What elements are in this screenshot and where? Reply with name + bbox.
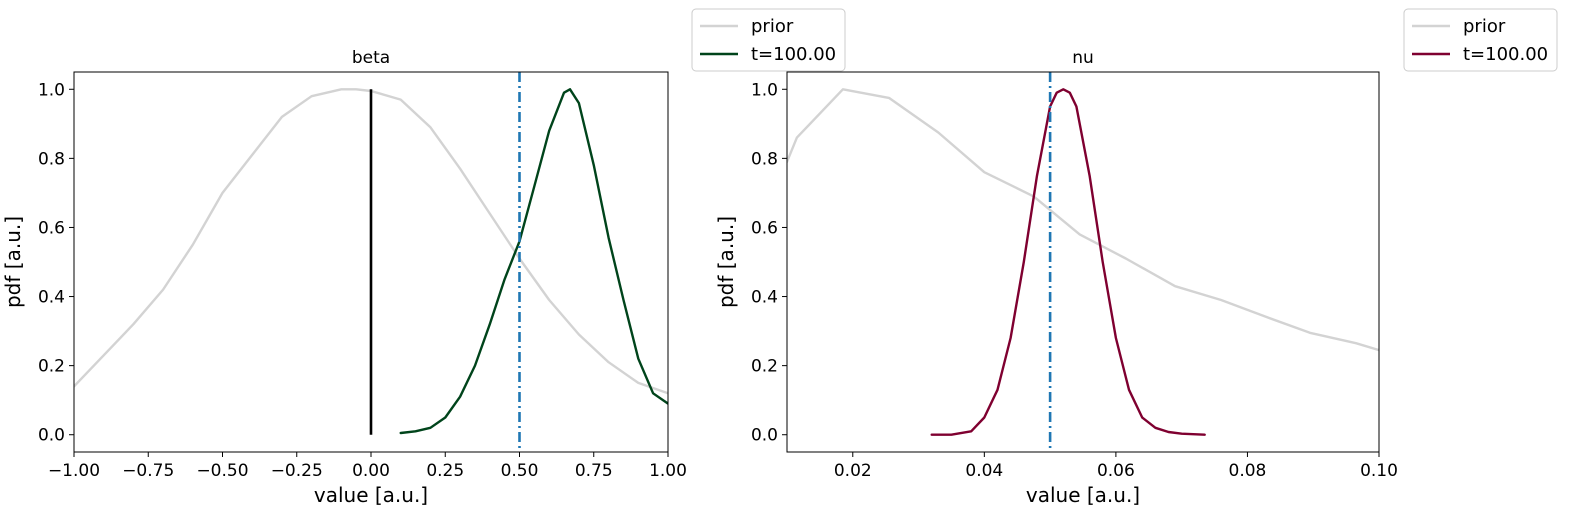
y-tick-label: 1.0: [751, 80, 778, 100]
chart-title: beta: [352, 48, 390, 68]
legend-label: t=100.00: [751, 44, 836, 65]
series-line-prior: [787, 88, 1379, 352]
y-tick-label: 0.0: [751, 426, 778, 446]
series-line-posterior: [930, 88, 1206, 436]
plot-area: [74, 72, 668, 452]
y-tick-label: 0.8: [38, 149, 65, 169]
x-tick-label: 0.06: [1097, 461, 1135, 481]
y-tick-label: 0.6: [38, 218, 65, 238]
series-line-posterior: [399, 88, 668, 435]
x-tick-label: 1.00: [649, 461, 687, 481]
x-tick-label: 0.00: [352, 461, 390, 481]
y-tick-label: 0.4: [38, 288, 65, 308]
x-tick-label: −1.00: [48, 461, 100, 481]
x-tick-label: 0.10: [1360, 461, 1398, 481]
plot-area: [787, 72, 1379, 452]
y-tick-label: 0.6: [751, 218, 778, 238]
legend-label: t=100.00: [1463, 44, 1548, 65]
x-axis-label: value [a.u.]: [1026, 483, 1140, 507]
y-tick-label: 0.0: [38, 426, 65, 446]
legend-label: prior: [1463, 16, 1506, 37]
series-line-prior: [74, 88, 668, 395]
y-tick-label: 0.4: [751, 288, 778, 308]
legend: prior t=100.00: [1403, 8, 1558, 72]
x-tick-label: 0.08: [1229, 461, 1267, 481]
x-tick-label: 0.25: [426, 461, 464, 481]
x-tick-label: −0.75: [122, 461, 174, 481]
chart-panel-nu: 0.02 0.04 0.06 0.08 0.10 0.0 0.2 0.4 0.6 0.8 1.0 nu…: [714, 8, 1558, 507]
y-axis-label: pdf [a.u.]: [714, 216, 738, 308]
chart-title: nu: [1072, 48, 1094, 68]
y-tick-label: 0.2: [38, 357, 65, 377]
x-tick-label: 0.50: [501, 461, 539, 481]
axes-frame: [786, 71, 1380, 453]
x-tick-label: 0.02: [834, 461, 872, 481]
y-axis-label: pdf [a.u.]: [1, 216, 25, 308]
legend: prior t=100.00: [691, 8, 846, 72]
x-tick-label: −0.25: [271, 461, 323, 481]
y-tick-label: 0.2: [751, 357, 778, 377]
x-axis-label: value [a.u.]: [314, 483, 428, 507]
x-tick-label: −0.50: [196, 461, 248, 481]
x-tick-label: 0.04: [965, 461, 1003, 481]
y-tick-label: 0.8: [751, 149, 778, 169]
y-tick-label: 1.0: [38, 80, 65, 100]
x-tick-label: 0.75: [575, 461, 613, 481]
legend-label: prior: [751, 16, 794, 37]
chart-panel-beta: −1.00 −0.75 −0.50 −0.25 0.00 0.25 0.50 0.75 1.00…: [1, 8, 846, 507]
legend-box: [691, 8, 846, 72]
legend-box: [1403, 8, 1558, 72]
